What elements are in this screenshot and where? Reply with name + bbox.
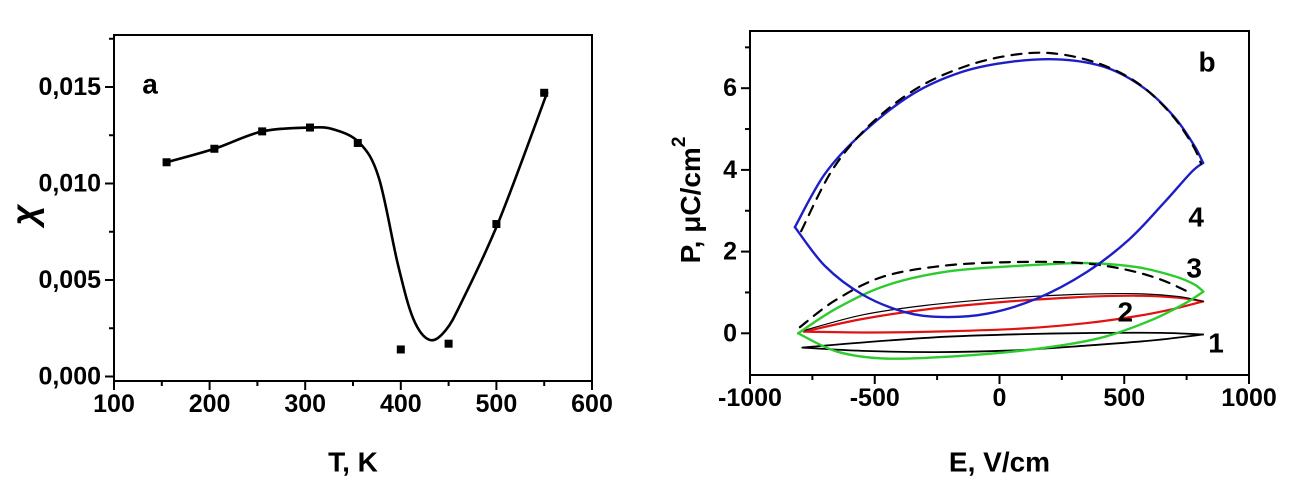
y-tick-label: 0,005 <box>38 266 101 294</box>
x-tick-label: 200 <box>189 390 231 418</box>
x-axis-title: E, V/cm <box>949 447 1050 478</box>
x-tick-label: -500 <box>850 384 900 412</box>
x-tick-label: 500 <box>476 390 518 418</box>
plot-frame <box>749 30 1250 376</box>
y-tick-label: 0 <box>723 319 737 347</box>
x-tick-label: 0 <box>993 384 1007 412</box>
loop-4-lower-branch <box>793 161 1205 319</box>
loop-1-upper-branch <box>801 331 1204 349</box>
data-point-square <box>353 138 362 147</box>
panel-letter-a: a <box>142 69 158 100</box>
data-point-square <box>210 144 219 153</box>
loop-label-2: 2 <box>1117 297 1133 328</box>
chart-a-susceptibility-vs-temperature: 100 200 300 400 500 600 0,000 0,005 0,010 0,015 T,… <box>4 34 613 478</box>
data-point-square <box>540 88 549 97</box>
x-tick-label: 400 <box>380 390 422 418</box>
x-tick-label: 500 <box>1103 384 1145 412</box>
thin-solid-fit-loop2 <box>803 292 1204 332</box>
y-tick-label: 6 <box>723 74 737 102</box>
x-tick-label: 300 <box>284 390 326 418</box>
y-tick-label: 4 <box>723 156 737 184</box>
panel-b: -1000 -500 0 500 1000 0 2 4 6 E, V/cm P, μC/cm2 b 1 2… <box>646 0 1292 490</box>
y-axis-title-polarization: P, μC/cm2 <box>669 137 706 264</box>
dashed-fit-loop3 <box>798 260 1189 329</box>
y-tick-label: 2 <box>723 238 737 266</box>
loop-2-upper-branch <box>802 294 1205 333</box>
data-point-square <box>396 345 405 354</box>
y-tick-label: 0,010 <box>38 170 101 198</box>
loop-2-lower-branch <box>802 300 1205 334</box>
y-tick-label: 0,000 <box>38 363 101 391</box>
data-point-square <box>305 123 314 132</box>
panel-letter-b: b <box>1198 47 1215 78</box>
loop-1-lower-branch <box>801 333 1204 353</box>
loop-4-upper-branch <box>793 58 1205 229</box>
dashed-fit-loop4 <box>800 51 1203 233</box>
data-point-square <box>162 158 171 167</box>
loop-label-3: 3 <box>1186 252 1202 283</box>
loop-3-lower-branch <box>796 290 1205 360</box>
data-point-square <box>492 220 501 229</box>
x-tick-label: 100 <box>93 390 135 418</box>
fit-curve <box>165 91 549 342</box>
y-axis-title-chi: χ <box>4 203 45 229</box>
x-axis-title: T, K <box>328 447 378 478</box>
loop-label-1: 1 <box>1208 328 1224 359</box>
x-tick-label: -1000 <box>718 384 782 412</box>
panel-a: 100 200 300 400 500 600 0,000 0,005 0,010 0,015 T,… <box>4 34 613 478</box>
loop-label-4: 4 <box>1188 201 1204 232</box>
plot-frame <box>113 34 593 382</box>
chart-b-hysteresis-loops: -1000 -500 0 500 1000 0 2 4 6 E, V/cm P, μC/cm2 b 1 2… <box>669 30 1277 478</box>
x-tick-label: 600 <box>571 390 613 418</box>
data-point-square <box>444 339 453 348</box>
data-point-square <box>258 127 267 136</box>
x-tick-label: 1000 <box>1221 384 1277 412</box>
y-tick-label: 0,015 <box>38 73 101 101</box>
